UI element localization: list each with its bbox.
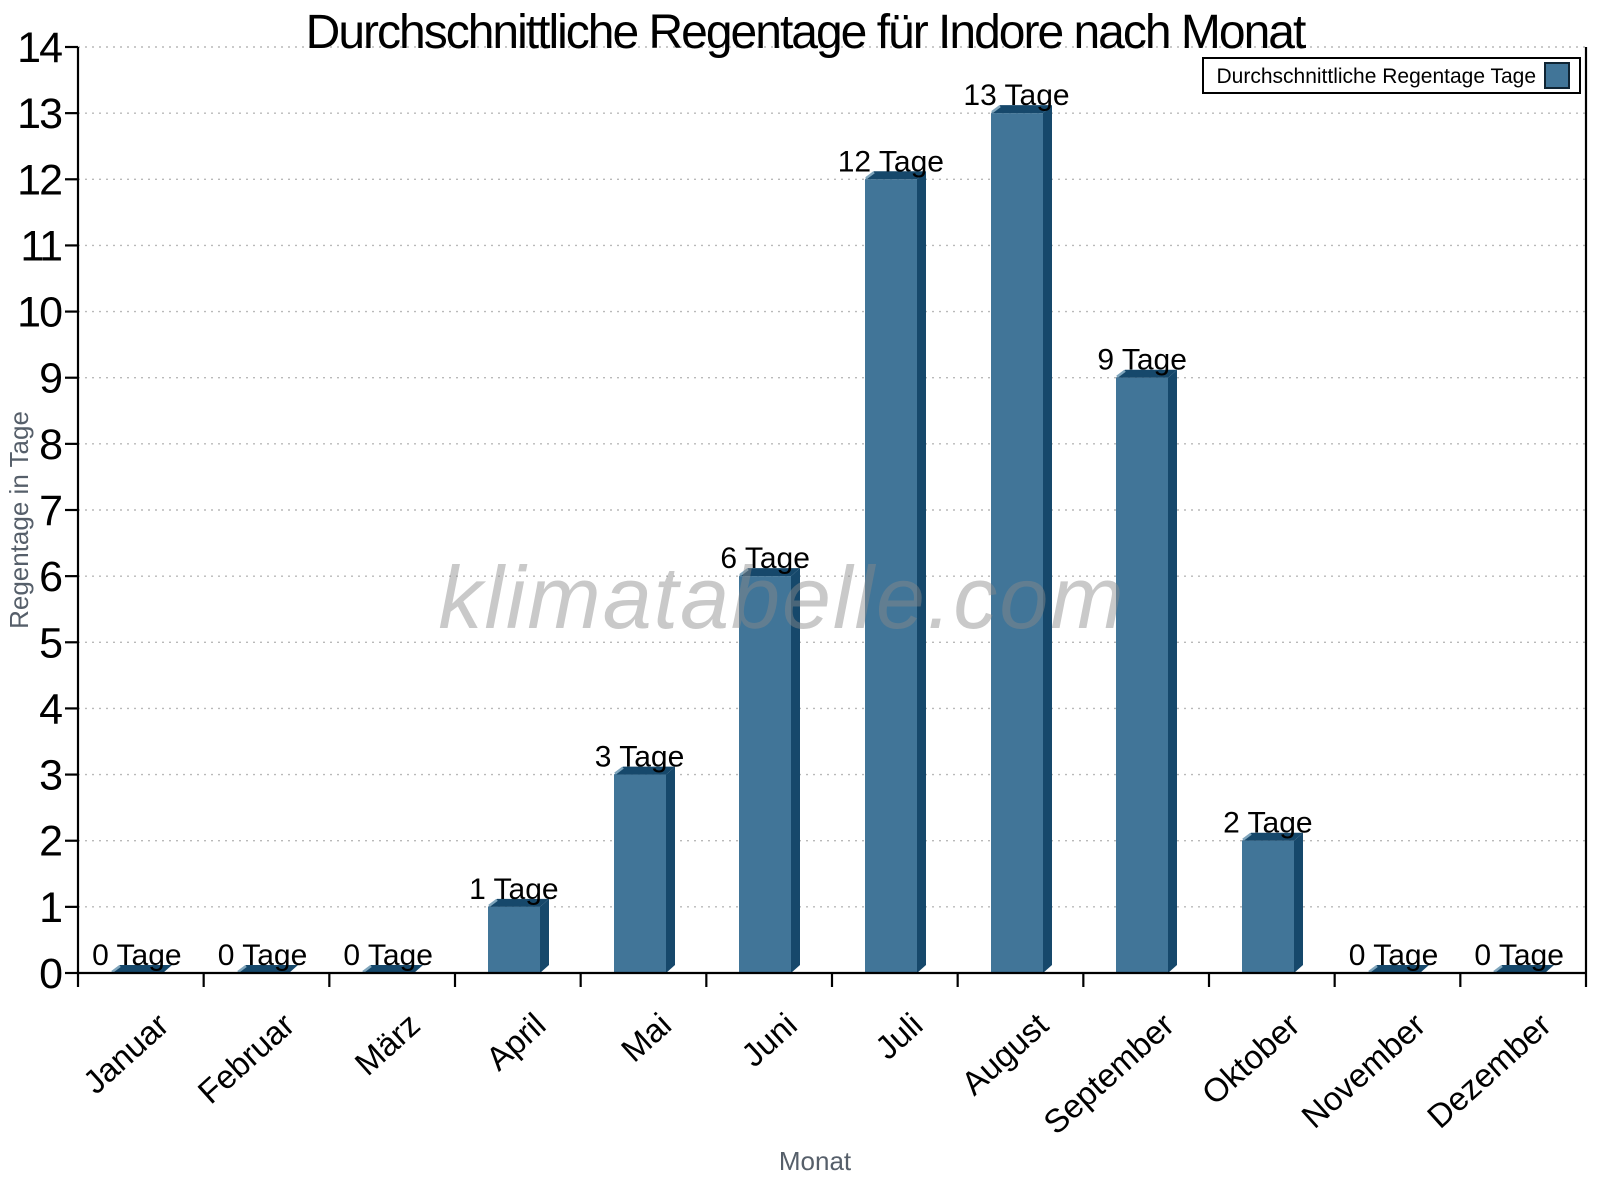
bar-value-label: 6 Tage — [720, 542, 810, 575]
legend-label: Durchschnittliche Regentage Tage — [1217, 65, 1536, 88]
legend: Durchschnittliche Regentage Tage — [1202, 57, 1581, 94]
bar-märz — [362, 965, 423, 973]
y-axis-title: Regentage in Tage — [4, 411, 34, 629]
bar-value-label: 9 Tage — [1097, 344, 1187, 377]
y-tick-label: 12 — [17, 156, 61, 204]
bar-juli — [865, 171, 926, 974]
bar-mai — [614, 766, 675, 973]
y-tick-label: 10 — [17, 289, 62, 337]
x-tick-label: Januar — [76, 1006, 176, 1101]
y-tick-label: 11 — [20, 222, 61, 270]
bar-oktober — [1242, 832, 1303, 973]
x-tick-label: Februar — [191, 1006, 302, 1111]
y-tick-label: 8 — [39, 421, 62, 469]
y-tick-label: 7 — [39, 487, 61, 535]
bars — [111, 105, 1554, 974]
bar-august — [991, 105, 1052, 973]
bar-value-label: 12 Tage — [838, 145, 944, 178]
legend-box — [1202, 57, 1581, 94]
y-tick-label: 9 — [39, 355, 61, 403]
x-tick-label: Mai — [614, 1006, 678, 1069]
x-tick-label: Juni — [734, 1006, 804, 1074]
y-tick-label: 5 — [39, 619, 62, 667]
bar-value-label: 2 Tage — [1223, 807, 1313, 840]
y-tick-label: 0 — [39, 950, 62, 998]
x-tick-label: März — [348, 1006, 427, 1083]
x-tick-label: April — [479, 1006, 553, 1078]
bar-value-label: 3 Tage — [595, 741, 685, 774]
x-tick-label: Juli — [868, 1006, 930, 1067]
chart-title: Durchschnittliche Regentage für Indore n… — [306, 6, 1306, 59]
x-tick-label: November — [1294, 1006, 1432, 1135]
y-tick-label: 1 — [39, 884, 61, 932]
y-tick-label: 14 — [17, 24, 62, 72]
y-tick-label: 6 — [39, 553, 62, 601]
bar-value-label: 0 Tage — [218, 939, 308, 972]
x-tick-label: Dezember — [1420, 1006, 1558, 1135]
x-tick-label: August — [954, 1006, 1055, 1102]
bar-value-label: 1 Tage — [469, 873, 559, 906]
bar-november — [1368, 965, 1429, 973]
y-tick-label: 3 — [39, 752, 62, 800]
x-tick-label: Oktober — [1195, 1006, 1307, 1112]
bar-value-label: 0 Tage — [1474, 939, 1564, 972]
bar-value-label: 0 Tage — [92, 939, 182, 972]
bar-value-label: 0 Tage — [343, 939, 433, 972]
x-tick-label: September — [1036, 1006, 1181, 1142]
y-tick-label: 2 — [39, 818, 61, 866]
y-tick-label: 13 — [17, 90, 62, 138]
bar-februar — [237, 965, 298, 973]
gridlines — [78, 46, 1586, 908]
watermark-text: klimatabelle.com — [438, 548, 1125, 647]
legend-swatch — [1544, 62, 1570, 89]
bar-value-label: 0 Tage — [1349, 939, 1439, 972]
bar-dezember — [1493, 965, 1554, 973]
bar-januar — [111, 965, 172, 973]
x-axis-title: Monat — [779, 1146, 852, 1176]
bar-april — [488, 898, 549, 973]
bar-value-label: 13 Tage — [963, 79, 1069, 112]
bar-juni — [739, 568, 800, 973]
y-tick-label: 4 — [39, 685, 62, 733]
bar-september — [1116, 369, 1177, 973]
